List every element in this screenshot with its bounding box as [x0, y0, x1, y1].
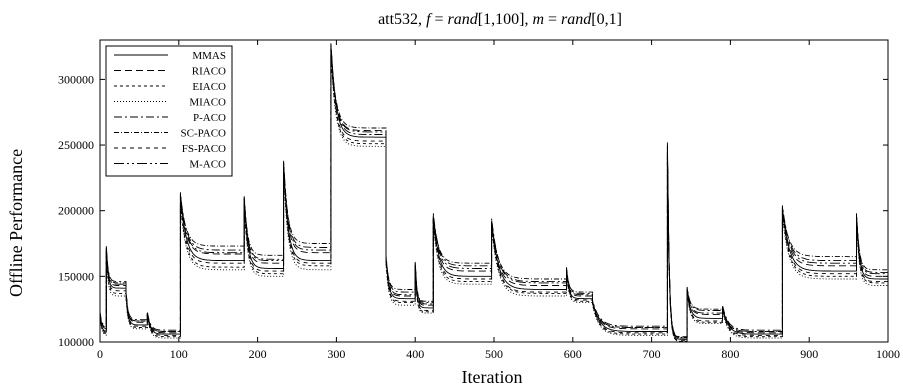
ticks-layer: 0 100 200 300 400 500 600 700 800 900 1000 100000 15… [58, 40, 900, 361]
x-tick-label: 200 [249, 347, 267, 361]
y-tick-label: 200000 [58, 204, 94, 218]
chart-title: att532, f = rand[1,100], m = rand[0,1] [378, 11, 622, 28]
x-tick-label: 600 [564, 347, 582, 361]
legend: MMAS RIACO EIACO MIACO P-ACO SC-PACO FS-PACO M-… [105, 45, 233, 177]
series-line-miaco [99, 55, 888, 343]
x-tick-label: 900 [800, 347, 818, 361]
series-line-mmas [99, 43, 888, 340]
legend-label-fs-paco: FS-PACO [182, 143, 226, 155]
y-tick-label: 100000 [58, 335, 94, 349]
title-f-symbol: f [426, 11, 433, 28]
series-line-riaco [99, 50, 888, 339]
x-tick-label: 800 [721, 347, 739, 361]
series-layer [99, 42, 888, 343]
series-line-p-aco [99, 42, 888, 338]
x-tick-label: 400 [406, 347, 424, 361]
title-m-range: [0,1] [591, 11, 622, 28]
legend-label-p-aco: P-ACO [193, 112, 226, 124]
y-axis-title: Offline Performance [6, 149, 26, 297]
x-tick-label: 700 [643, 347, 661, 361]
x-tick-label: 500 [485, 347, 503, 361]
title-f-eq: = [431, 11, 448, 28]
y-tick-label: 250000 [58, 138, 94, 152]
y-tick-label: 150000 [58, 269, 94, 283]
x-tick-label: 0 [97, 347, 103, 361]
x-tick-label: 300 [327, 347, 345, 361]
title-f-rand: rand [448, 11, 479, 28]
title-m-symbol: m [532, 11, 544, 28]
x-tick-label: 1000 [876, 347, 900, 361]
legend-label-riaco: RIACO [192, 66, 226, 78]
series-line-sc-paco [99, 47, 888, 338]
legend-label-m-aco: M-ACO [189, 159, 226, 171]
x-tick-label: 100 [170, 347, 188, 361]
series-line-m-aco [99, 45, 888, 339]
legend-label-sc-paco: SC-PACO [181, 128, 227, 140]
title-m-eq: = [544, 11, 561, 28]
legend-label-eiaco: EIACO [192, 81, 226, 93]
series-line-eiaco [99, 53, 888, 342]
legend-box [105, 45, 233, 177]
legend-label-miaco: MIACO [189, 97, 226, 109]
legend-label-mmas: MMAS [192, 50, 226, 62]
title-prefix: att532, [378, 11, 426, 28]
series-line-fs-paco [99, 51, 888, 342]
x-axis-title: Iteration [462, 367, 523, 386]
title-m-rand: rand [561, 11, 592, 28]
title-f-range: [1,100], [478, 11, 533, 28]
y-tick-label: 300000 [58, 72, 94, 86]
